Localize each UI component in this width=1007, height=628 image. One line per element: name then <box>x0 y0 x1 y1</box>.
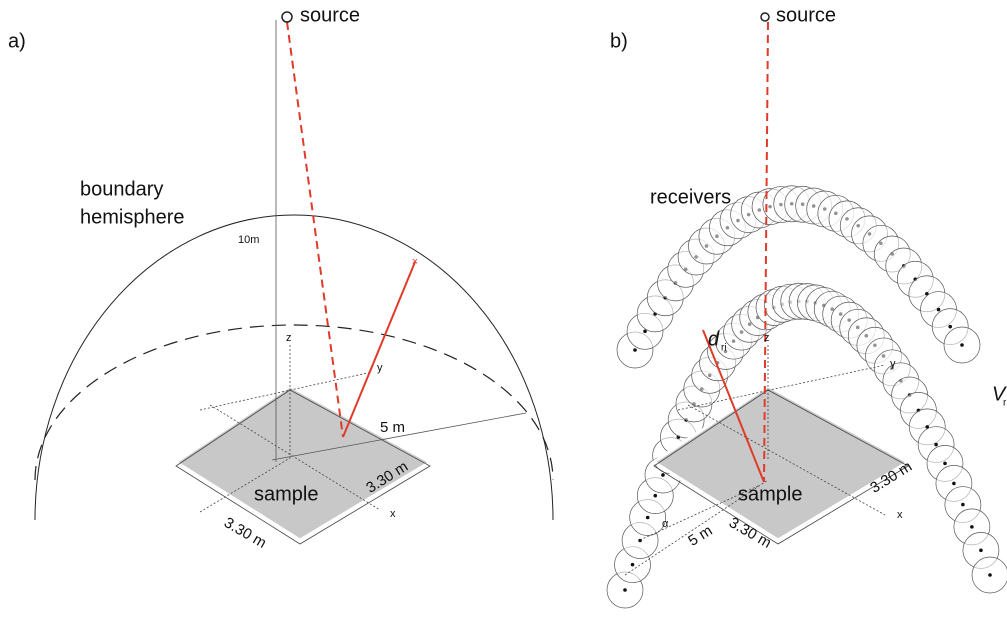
receiver-center <box>925 291 929 296</box>
receiver-center <box>979 548 983 553</box>
hemisphere <box>34 214 554 521</box>
reflected-ray <box>342 261 416 438</box>
panel-a: × a) source boundary hemisphere 10m z y … <box>8 4 554 552</box>
hemisphere-label: hemisphere <box>80 206 185 228</box>
sample-label: sample <box>738 483 802 505</box>
angle-label: α <box>662 518 669 530</box>
sample-plane <box>651 384 912 542</box>
sample-edge <box>175 389 431 545</box>
axis-label: y <box>890 358 896 370</box>
receiver-center <box>630 562 635 567</box>
y-axis <box>677 364 886 411</box>
receiver-center <box>934 442 938 447</box>
receiver-center <box>960 343 964 347</box>
radius-line <box>271 412 527 461</box>
receiver-center <box>653 493 658 498</box>
receiver-center <box>970 525 974 529</box>
radius-label: 5 m <box>685 522 715 550</box>
receiver-center <box>948 324 953 329</box>
distance-symbol: d <box>708 328 720 350</box>
source-point <box>281 11 293 23</box>
source-label: source <box>776 4 836 26</box>
distance-subscript: ri <box>721 343 727 354</box>
receiver-center <box>936 307 941 312</box>
axis-label: y <box>377 362 383 374</box>
volume-symbol: V <box>992 383 1007 405</box>
receiver-center <box>623 588 627 592</box>
panel-label: a) <box>8 30 26 52</box>
incident-ray <box>763 21 769 483</box>
hemisphere-base <box>34 324 554 481</box>
sample-plane <box>173 384 434 542</box>
panel-label: b) <box>610 30 628 52</box>
receiver-center <box>633 348 637 352</box>
axis-label: z <box>764 332 770 344</box>
volume-subscript: r <box>1003 398 1007 409</box>
axis-extension <box>199 457 291 513</box>
receiver-center <box>943 461 947 466</box>
radius-label: 5 m <box>380 419 405 436</box>
reflected-ray <box>702 329 765 483</box>
x-axis <box>209 404 381 511</box>
height-label: 10m <box>238 234 259 246</box>
sample-edge <box>653 389 909 545</box>
receiver-center <box>645 515 650 520</box>
receiver-arches <box>606 185 1007 609</box>
source-label: source <box>300 4 360 26</box>
axis-label: x <box>897 509 903 521</box>
sample-label: sample <box>254 483 318 505</box>
receiver-center <box>952 481 956 486</box>
axis-label: z <box>286 332 292 344</box>
source-point <box>760 12 770 22</box>
hemisphere-label: boundary <box>80 178 163 200</box>
x-axis <box>687 404 886 516</box>
radius-line <box>624 479 769 576</box>
y-axis <box>199 371 373 411</box>
receiver-center <box>961 502 965 507</box>
receiver-center <box>661 473 665 477</box>
receiver-center <box>988 573 992 577</box>
receivers-label: receivers <box>650 186 731 208</box>
hit-marker: × <box>412 256 418 268</box>
incident-ray <box>286 21 344 438</box>
receiver-center <box>925 425 930 429</box>
receiver-center <box>643 329 647 334</box>
axis-label: x <box>390 508 396 520</box>
panel-b: b) source receivers d ri V r z y x α 5 m… <box>610 4 1007 576</box>
